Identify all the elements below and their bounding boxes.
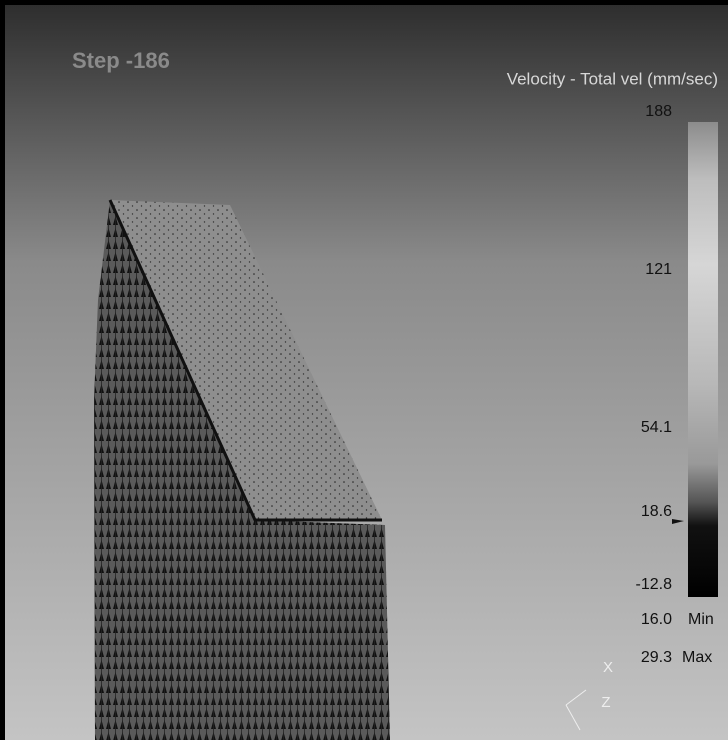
legend-tick-label: 54.1 — [641, 419, 672, 436]
front-face — [255, 520, 390, 740]
legend-tick-label: 18.6 — [641, 503, 672, 520]
legend-tick-label: 121 — [645, 261, 672, 278]
min-value: 16.0 — [641, 611, 672, 628]
max-label: Max — [682, 649, 712, 666]
axis-z-label: Z — [601, 694, 610, 711]
axis-x-label: X — [603, 659, 613, 676]
step-label: Step -186 — [72, 48, 170, 73]
max-value: 29.3 — [641, 649, 672, 666]
legend-tick-label: -12.8 — [636, 576, 673, 593]
min-label: Min — [688, 611, 714, 628]
legend-title: Velocity - Total vel (mm/sec) — [507, 69, 718, 88]
legend-tick-label: 188 — [645, 103, 672, 120]
color-bar — [688, 122, 718, 597]
viewport: Step -186 Velocity - Total vel (mm/sec) … — [0, 0, 728, 740]
page: Step -186 Velocity - Total vel (mm/sec) … — [0, 0, 728, 740]
